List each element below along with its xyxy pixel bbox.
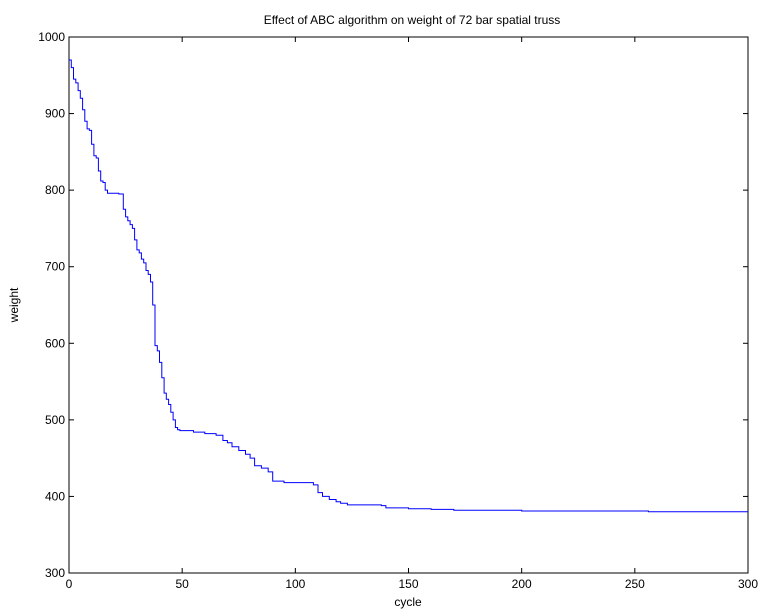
y-tick-label: 800 — [45, 183, 65, 197]
x-tick-label: 50 — [175, 577, 189, 591]
y-tick-label: 500 — [45, 413, 65, 427]
x-axis-label: cycle — [394, 595, 422, 609]
chart-title: Effect of ABC algorithm on weight of 72 … — [264, 13, 561, 27]
y-tick-label: 400 — [45, 489, 65, 503]
x-tick-label: 250 — [625, 577, 645, 591]
y-tick-label: 900 — [45, 107, 65, 121]
x-tick-label: 300 — [738, 577, 758, 591]
tick-labels: 0 50 100 150 200 250 300 300 400 500 600 700 800 900 1… — [38, 30, 758, 591]
x-tick-label: 100 — [285, 577, 305, 591]
x-tick-label: 150 — [398, 577, 418, 591]
y-tick-label: 700 — [45, 260, 65, 274]
x-tick-label: 200 — [512, 577, 532, 591]
y-tick-label: 600 — [45, 336, 65, 350]
y-tick-label: 300 — [45, 566, 65, 580]
axis-ticks — [68, 36, 749, 574]
x-tick-label: 0 — [66, 577, 73, 591]
weight-series-line — [69, 59, 748, 513]
plot-area-frame — [68, 36, 749, 574]
y-tick-label: 1000 — [38, 30, 65, 44]
y-axis-label: weight — [7, 287, 21, 323]
